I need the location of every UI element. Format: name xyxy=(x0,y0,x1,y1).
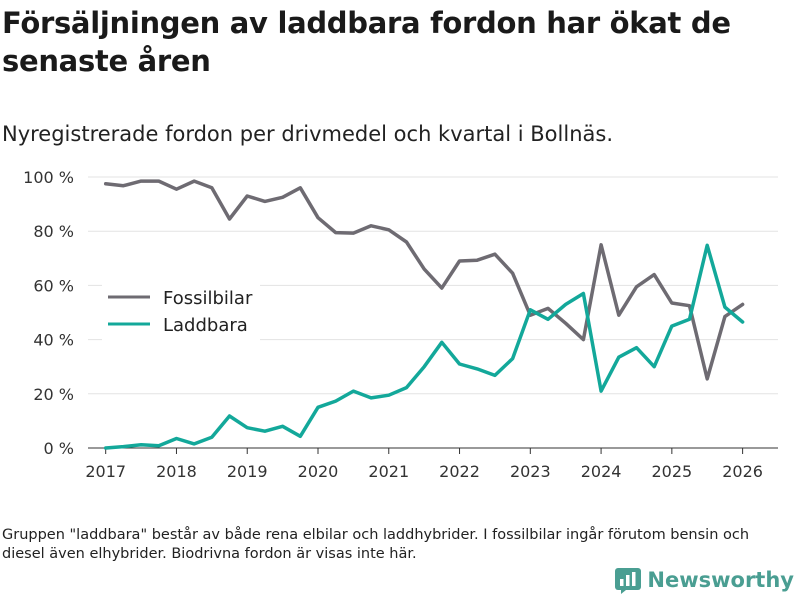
x-tick-label: 2017 xyxy=(85,462,126,481)
legend: Fossilbilar Laddbara xyxy=(102,275,260,345)
y-axis: 0 % 20 % 40 % 60 % 80 % 100 % xyxy=(23,168,74,458)
brand: Newsworthy xyxy=(615,566,794,594)
y-tick-label: 80 % xyxy=(33,222,74,241)
series-line-fossilbilar xyxy=(103,179,745,381)
x-tick-label: 2026 xyxy=(722,462,763,481)
legend-background xyxy=(102,275,260,345)
x-axis: 2017 2018 2019 2020 2021 2022 2023 2024 2025 2026 xyxy=(85,447,778,481)
line-chart: 0 % 20 % 40 % 60 % 80 % 100 % 2017 2018 2019 202… xyxy=(23,168,778,481)
y-tick-label: 100 % xyxy=(23,168,74,187)
x-tick-label: 2023 xyxy=(510,462,551,481)
x-tick-label: 2018 xyxy=(156,462,197,481)
y-tick-label: 40 % xyxy=(33,331,74,350)
y-tick-label: 20 % xyxy=(33,385,74,404)
y-tick-label: 60 % xyxy=(33,276,74,295)
x-tick-label: 2020 xyxy=(298,462,339,481)
x-tick-label: 2019 xyxy=(227,462,268,481)
chart-title: Försäljningen av laddbara fordon har öka… xyxy=(2,6,731,78)
legend-label-laddbara: Laddbara xyxy=(163,315,248,336)
series-lines xyxy=(103,179,745,450)
x-tick-label: 2022 xyxy=(439,462,480,481)
x-tick-label: 2021 xyxy=(368,462,409,481)
legend-label-fossilbilar: Fossilbilar xyxy=(163,288,253,309)
footnote: Gruppen "laddbara" består av både rena e… xyxy=(2,527,750,562)
brand-name: Newsworthy xyxy=(647,568,794,592)
x-tick-label: 2024 xyxy=(581,462,622,481)
y-tick-label: 0 % xyxy=(44,439,74,458)
series-line-laddbara xyxy=(103,243,745,450)
chart-subtitle: Nyregistrerade fordon per drivmedel och … xyxy=(2,122,613,146)
x-tick-label: 2025 xyxy=(651,462,692,481)
newsworthy-logo-icon xyxy=(615,568,642,594)
